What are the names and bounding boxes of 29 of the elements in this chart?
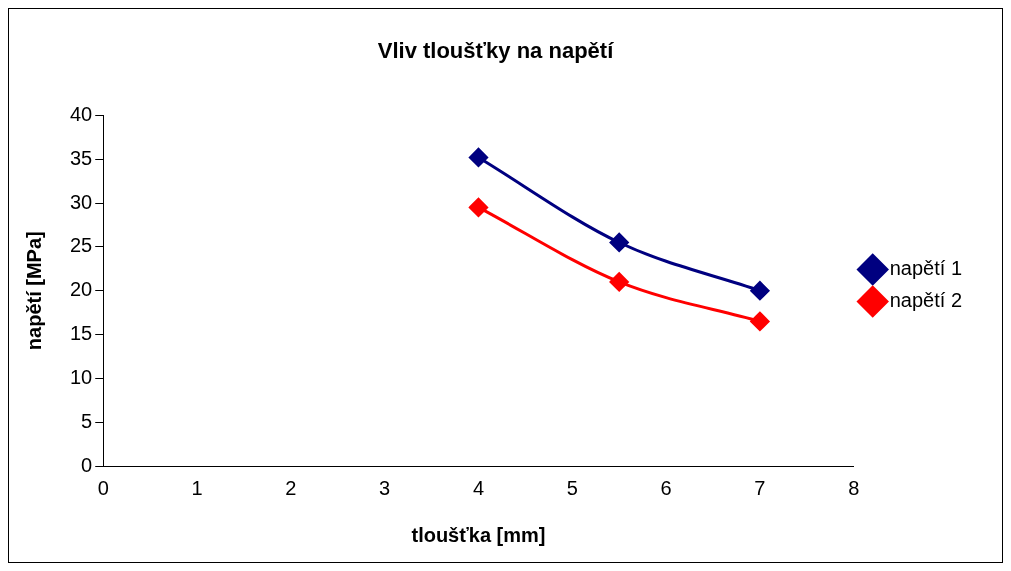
y-tick-label: 0: [81, 453, 93, 476]
y-tick-label: 20: [70, 278, 93, 301]
legend-label: napětí 1: [889, 257, 963, 280]
point: [468, 147, 488, 167]
x-tick-label: 5: [566, 476, 578, 499]
x-tick-label: 4: [472, 476, 485, 499]
y-tick-label: 30: [70, 190, 93, 213]
point: [609, 232, 629, 252]
y-tick-label: 5: [81, 409, 93, 432]
x-tick-label: 3: [379, 476, 391, 499]
y-tick-label: 25: [70, 234, 93, 257]
y-tick-label: 40: [70, 102, 93, 125]
y-axis-title: napětí [MPa]: [22, 231, 45, 351]
x-tick-label: 0: [97, 476, 109, 499]
x-tick-label: 6: [660, 476, 672, 499]
point: [750, 311, 770, 331]
y-tick-label: 35: [70, 146, 93, 169]
y-tick-label: 10: [70, 365, 93, 388]
x-axis-title: tloušťka [mm]: [411, 523, 546, 546]
point: [609, 272, 629, 292]
point: [750, 281, 770, 301]
x-tick-label: 1: [191, 476, 203, 499]
x-tick-label: 8: [848, 476, 860, 499]
point: [468, 197, 488, 217]
legend-label: napětí 2: [889, 289, 963, 312]
x-tick-label: 7: [754, 476, 766, 499]
x-tick-label: 2: [285, 476, 297, 499]
y-tick-label: 15: [70, 322, 93, 345]
chart-title: Vliv tloušťky na napětí: [377, 38, 615, 64]
